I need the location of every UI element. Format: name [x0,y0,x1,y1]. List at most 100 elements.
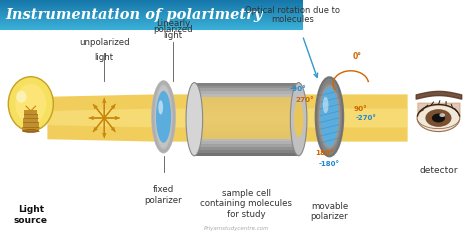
Ellipse shape [316,77,343,156]
Ellipse shape [316,77,343,156]
Ellipse shape [318,82,341,152]
Ellipse shape [417,104,460,132]
Bar [194,103,299,106]
Bar [194,118,299,121]
Ellipse shape [153,82,174,152]
Bar [194,147,299,150]
Bar [0,9,303,10]
Ellipse shape [318,83,341,151]
Text: detector: detector [419,166,458,175]
Text: fixed
polarizer: fixed polarizer [145,185,182,205]
Text: movable
polarizer: movable polarizer [310,202,348,221]
Bar [0,7,303,8]
Text: light: light [164,31,182,40]
Ellipse shape [316,78,343,155]
Bar [0,19,303,20]
Bar [0,0,303,1]
Ellipse shape [152,81,175,152]
Bar [22,127,39,131]
Ellipse shape [155,85,172,149]
Ellipse shape [290,83,307,156]
Bar [24,114,38,118]
Bar [0,27,303,28]
Ellipse shape [317,81,342,153]
Bar [194,97,299,100]
Bar [194,126,299,129]
Ellipse shape [15,84,46,124]
Bar [0,8,303,9]
Bar [0,3,303,4]
Bar [0,20,303,21]
Bar [0,28,303,29]
Text: unpolarized: unpolarized [79,38,129,47]
Ellipse shape [426,109,451,127]
Bar [0,22,303,23]
Text: 0°: 0° [352,52,361,61]
Ellipse shape [439,113,445,117]
Bar [194,94,299,97]
Bar [0,2,303,3]
Ellipse shape [156,91,171,143]
Text: 270°: 270° [295,97,314,103]
Text: Priyamstudycentre.com: Priyamstudycentre.com [204,226,270,231]
Bar [194,115,299,118]
Ellipse shape [319,84,340,149]
Bar [0,15,303,16]
Bar [194,132,299,135]
Ellipse shape [151,80,176,153]
Text: 180°: 180° [315,150,334,156]
Ellipse shape [155,85,172,148]
Bar [0,5,303,6]
Bar [194,129,299,132]
Text: -90°: -90° [289,86,306,92]
Bar [194,100,299,103]
Text: sample cell
containing molecules
for study: sample cell containing molecules for stu… [201,189,292,219]
Ellipse shape [23,130,38,132]
Ellipse shape [154,83,173,151]
Bar [23,122,39,127]
Bar [0,18,303,19]
Ellipse shape [323,97,328,113]
Ellipse shape [294,101,303,137]
Bar [0,11,303,12]
Bar [0,10,303,11]
Bar [0,1,303,2]
Bar [194,85,299,88]
Text: -270°: -270° [356,115,376,122]
Bar [0,25,303,27]
Ellipse shape [155,84,173,149]
Ellipse shape [317,80,342,154]
Bar [194,150,299,153]
Bar [194,106,299,109]
Bar [194,135,299,138]
Bar [194,124,299,126]
Ellipse shape [432,114,445,122]
Ellipse shape [158,100,163,114]
Bar [194,109,299,112]
Ellipse shape [186,83,202,156]
Bar [194,138,299,141]
Text: Light
source: Light source [14,205,48,225]
Bar [194,153,299,156]
Bar [0,23,303,24]
Bar [194,121,299,124]
Bar [0,6,303,7]
Bar [0,24,303,25]
Bar [0,29,303,30]
Text: Linearly: Linearly [156,19,190,28]
Bar [194,88,299,91]
Text: molecules: molecules [272,15,314,24]
Bar [0,13,303,14]
Bar [0,12,303,13]
Bar [0,17,303,18]
Ellipse shape [320,87,338,146]
Ellipse shape [319,85,340,148]
Bar [0,16,303,17]
Ellipse shape [16,91,27,103]
Ellipse shape [152,81,175,153]
Ellipse shape [153,83,174,151]
Bar [194,83,299,85]
Ellipse shape [9,77,53,131]
Polygon shape [47,94,408,142]
Bar [23,118,38,122]
